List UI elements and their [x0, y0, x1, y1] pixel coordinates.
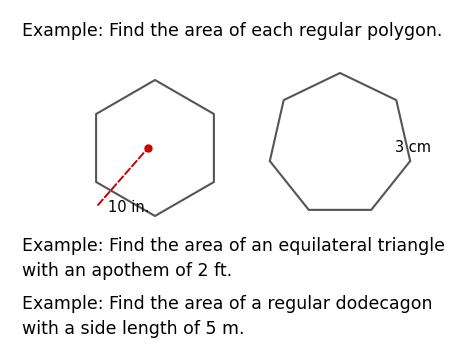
Text: Example: Find the area of a regular dodecagon
with a side length of 5 m.: Example: Find the area of a regular dode…	[22, 295, 432, 338]
Text: 3 cm: 3 cm	[395, 141, 431, 155]
Text: 10 in.: 10 in.	[108, 200, 149, 215]
Text: Example: Find the area of each regular polygon.: Example: Find the area of each regular p…	[22, 22, 442, 40]
Text: Example: Find the area of an equilateral triangle
with an apothem of 2 ft.: Example: Find the area of an equilateral…	[22, 237, 445, 280]
